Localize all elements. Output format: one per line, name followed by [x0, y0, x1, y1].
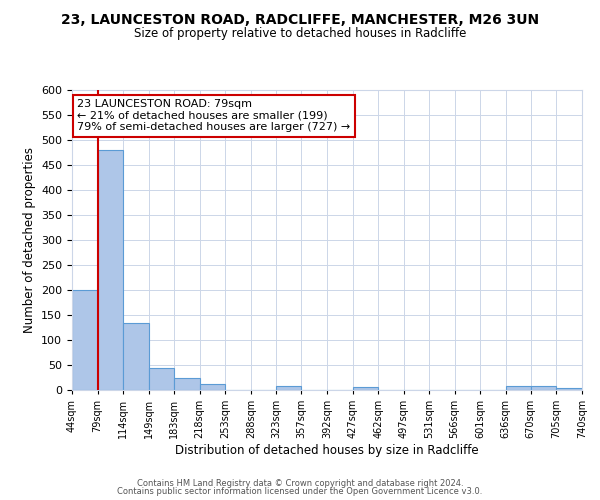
Bar	[98, 150, 123, 390]
Text: Contains public sector information licensed under the Open Government Licence v3: Contains public sector information licen…	[118, 487, 482, 496]
Bar	[72, 290, 98, 390]
Y-axis label: Number of detached properties: Number of detached properties	[23, 147, 35, 333]
Text: Size of property relative to detached houses in Radcliffe: Size of property relative to detached ho…	[134, 28, 466, 40]
Bar	[506, 386, 531, 390]
Text: Contains HM Land Registry data © Crown copyright and database right 2024.: Contains HM Land Registry data © Crown c…	[137, 478, 463, 488]
Text: 23, LAUNCESTON ROAD, RADCLIFFE, MANCHESTER, M26 3UN: 23, LAUNCESTON ROAD, RADCLIFFE, MANCHEST…	[61, 12, 539, 26]
X-axis label: Distribution of detached houses by size in Radcliffe: Distribution of detached houses by size …	[175, 444, 479, 457]
Bar	[174, 378, 199, 390]
Bar	[277, 386, 301, 390]
Bar	[123, 322, 149, 390]
Bar	[149, 368, 174, 390]
Text: 23 LAUNCESTON ROAD: 79sqm
← 21% of detached houses are smaller (199)
79% of semi: 23 LAUNCESTON ROAD: 79sqm ← 21% of detac…	[77, 99, 350, 132]
Bar	[531, 386, 556, 390]
Bar	[199, 384, 225, 390]
Bar	[556, 388, 582, 390]
Bar	[353, 386, 378, 390]
